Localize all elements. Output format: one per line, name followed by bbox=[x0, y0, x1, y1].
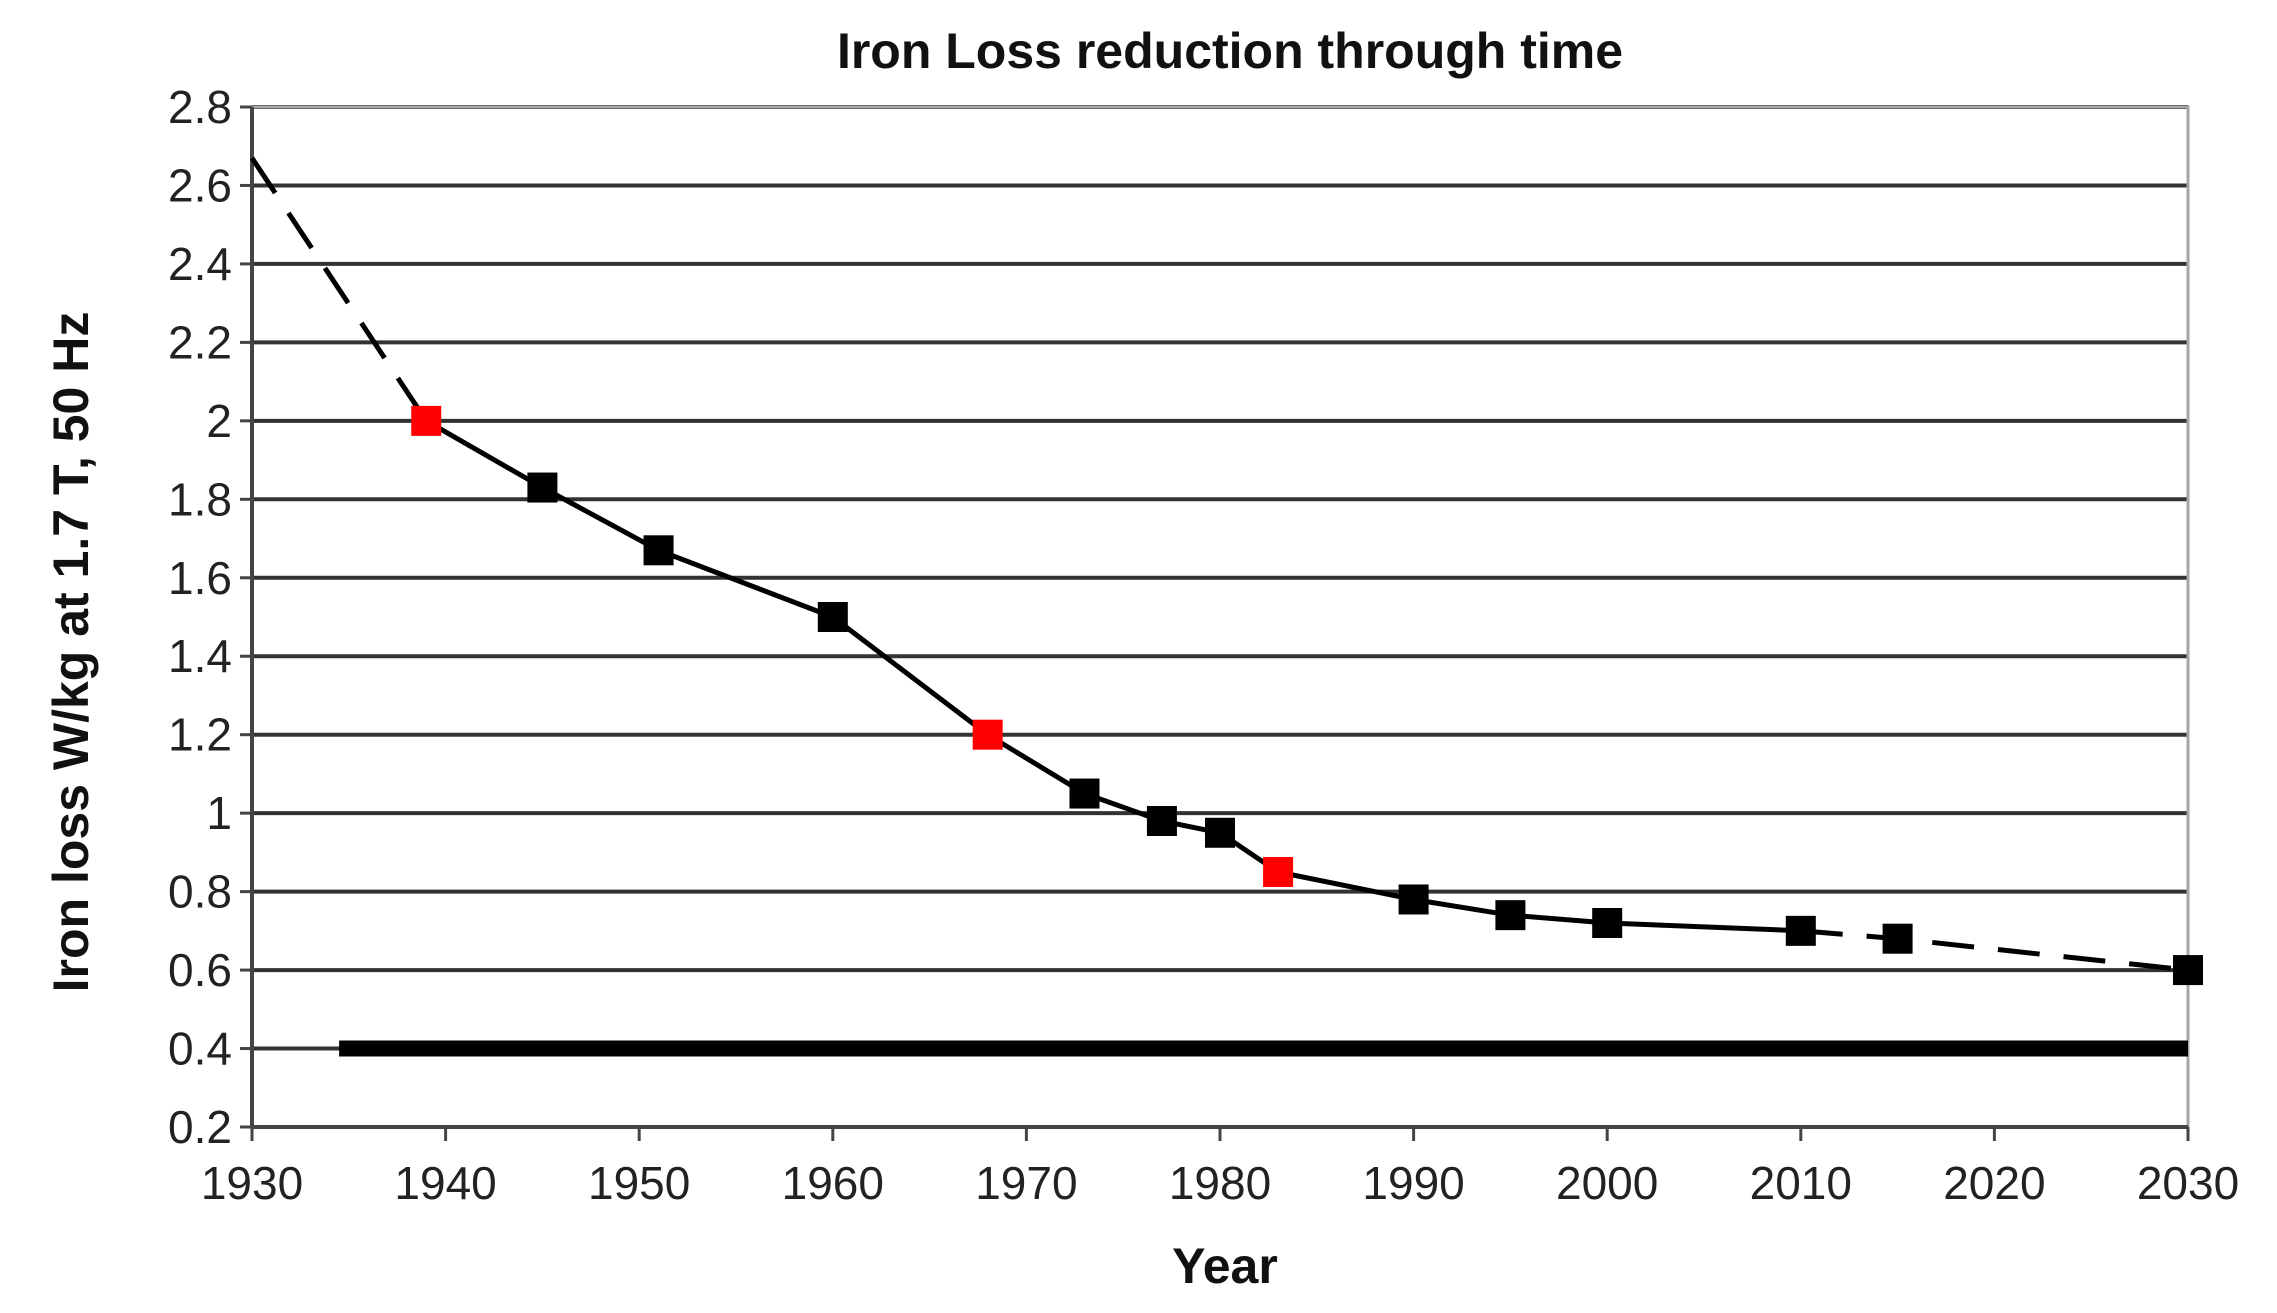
x-tick-label: 1960 bbox=[782, 1157, 884, 1209]
data-point-1995 bbox=[1495, 900, 1526, 931]
y-tick-label: 1.4 bbox=[168, 630, 232, 682]
x-tick-label: 1930 bbox=[201, 1157, 303, 1209]
data-point-2000 bbox=[1592, 908, 1623, 938]
data-point-1973 bbox=[1069, 778, 1100, 809]
x-tick-label: 2030 bbox=[2137, 1157, 2239, 1209]
x-tick-labels: 1930 1940 1950 1960 1970 1980 1990 2000 2010 2020… bbox=[201, 1157, 2239, 1209]
y-tick-label: 0.6 bbox=[168, 944, 232, 996]
series-lines bbox=[249, 156, 2189, 973]
y-tick-label: 1 bbox=[206, 787, 232, 839]
x-tick-label: 1970 bbox=[975, 1157, 1077, 1209]
y-tick-label: 1.8 bbox=[168, 473, 232, 525]
data-point-1968 bbox=[972, 719, 1003, 750]
data-point-1951 bbox=[643, 535, 674, 566]
axes bbox=[240, 105, 2190, 1141]
data-point-1990 bbox=[1398, 884, 1429, 915]
y-tick-label: 0.4 bbox=[168, 1023, 232, 1075]
x-tick-label: 1990 bbox=[1362, 1157, 1464, 1209]
x-axis-title: Year bbox=[1172, 1238, 1278, 1294]
x-tick-label: 2010 bbox=[1750, 1157, 1852, 1209]
x-tick-label: 1950 bbox=[588, 1157, 690, 1209]
y-tick-label: 2 bbox=[206, 395, 232, 447]
series-line-measured bbox=[424, 418, 1801, 934]
series-line-extrapolation-late bbox=[1800, 928, 2189, 973]
y-tick-label: 2.8 bbox=[168, 81, 232, 133]
y-tick-label: 1.6 bbox=[168, 552, 232, 604]
data-point-1939 bbox=[411, 405, 442, 436]
x-tick-label: 1940 bbox=[394, 1157, 496, 1209]
data-point-2015 bbox=[1882, 923, 1913, 954]
y-tick-label: 1.2 bbox=[168, 709, 232, 761]
data-point-1977 bbox=[1146, 806, 1177, 836]
data-point-1980 bbox=[1205, 817, 1235, 848]
series-line-extrapolation-early bbox=[249, 156, 429, 423]
y-tick-label: 2.2 bbox=[168, 316, 232, 368]
chart-title: Iron Loss reduction through time bbox=[837, 23, 1623, 79]
x-tick-label: 1980 bbox=[1169, 1157, 1271, 1209]
y-tick-label: 2.4 bbox=[168, 238, 232, 290]
data-point-1945 bbox=[527, 472, 558, 503]
y-tick-label: 0.8 bbox=[168, 866, 232, 918]
y-axis-title: Iron loss W/kg at 1.7 T, 50 Hz bbox=[43, 312, 99, 993]
plot-frame bbox=[250, 105, 2190, 1129]
y-tick-labels: 0.2 0.4 0.6 0.8 1 1.2 1.4 1.6 1.8 2 2.2 2.4 2.6 2.8 bbox=[168, 81, 232, 1153]
data-point-1960 bbox=[817, 602, 848, 632]
x-tick-label: 2020 bbox=[1943, 1157, 2045, 1209]
data-markers bbox=[411, 405, 2203, 986]
data-point-1983 bbox=[1263, 857, 1294, 887]
y-tick-label: 2.6 bbox=[168, 159, 232, 211]
x-tick-label: 2000 bbox=[1556, 1157, 1658, 1209]
data-point-2010 bbox=[1785, 915, 1816, 946]
grid bbox=[252, 105, 2188, 1051]
y-tick-label: 0.2 bbox=[168, 1101, 232, 1153]
data-point-2030 bbox=[2173, 955, 2203, 986]
